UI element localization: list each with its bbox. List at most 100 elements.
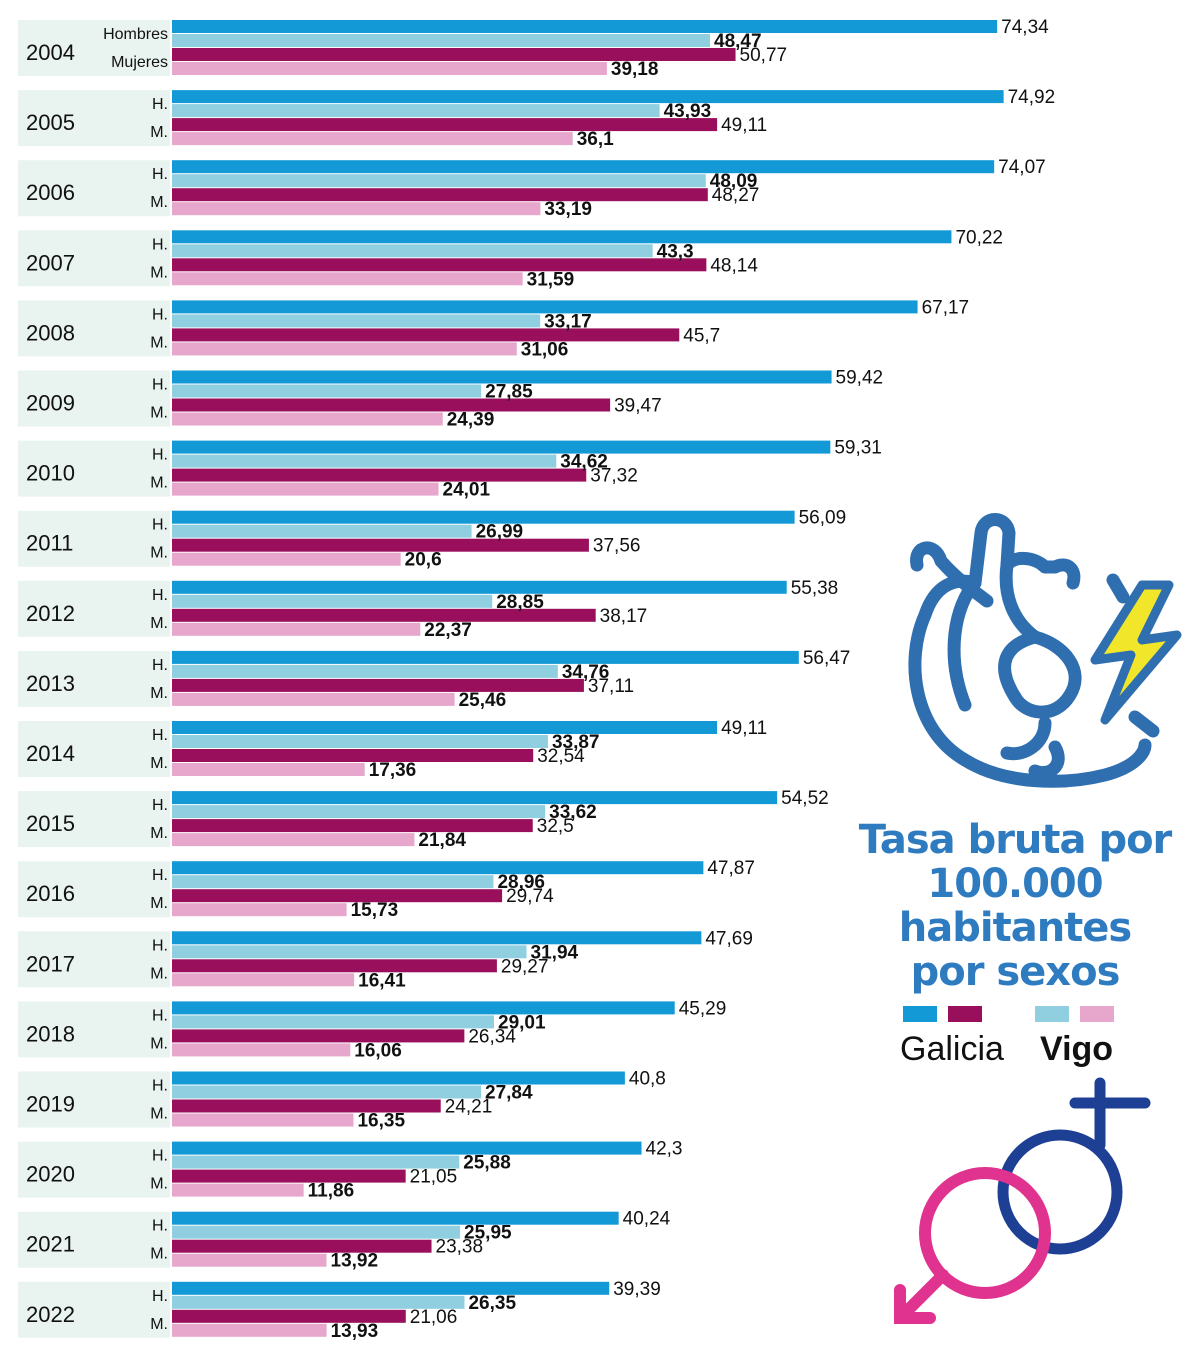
data-label: 20,6 xyxy=(405,550,442,571)
bar-vigo-hombres xyxy=(172,1085,482,1099)
year-label: 2007 xyxy=(26,250,75,275)
sex-label-hombres: H. xyxy=(152,1288,168,1305)
sex-label-mujeres: M. xyxy=(150,685,168,702)
bar-vigo-mujeres xyxy=(172,973,355,987)
sex-label-mujeres: M. xyxy=(150,194,168,211)
bar-vigo-mujeres xyxy=(172,132,573,146)
data-label: 24,39 xyxy=(447,410,495,431)
data-label: 32,54 xyxy=(537,746,585,767)
data-label: 34,62 xyxy=(560,452,608,473)
data-label: 23,38 xyxy=(436,1237,484,1258)
bar-galicia-hombres xyxy=(172,90,1004,104)
bar-vigo-hombres xyxy=(172,174,706,188)
swatch-vigo-hombres xyxy=(1035,1006,1069,1022)
bar-vigo-mujeres xyxy=(172,202,541,216)
data-label: 42,3 xyxy=(646,1139,683,1160)
title-line: Tasa bruta por xyxy=(858,817,1173,863)
sex-label-mujeres: Mujeres xyxy=(111,54,168,71)
bar-galicia-hombres xyxy=(172,510,795,524)
title-line: habitantes xyxy=(898,905,1132,951)
data-label: 59,31 xyxy=(834,438,882,459)
bar-vigo-mujeres xyxy=(172,833,415,847)
year-band xyxy=(18,931,170,988)
year-label: 2010 xyxy=(26,461,75,486)
sex-label-mujeres: M. xyxy=(150,1176,168,1193)
year-band xyxy=(18,230,170,287)
year-band xyxy=(18,861,170,918)
data-label: 28,85 xyxy=(496,592,544,613)
bar-vigo-mujeres xyxy=(172,1323,327,1337)
sex-label-hombres: H. xyxy=(152,236,168,253)
bar-galicia-hombres xyxy=(172,791,778,805)
male-symbol-icon xyxy=(997,1077,1151,1255)
sex-label-mujeres: M. xyxy=(150,895,168,912)
bar-galicia-hombres xyxy=(172,1071,625,1085)
sex-label-hombres: H. xyxy=(152,797,168,814)
data-label: 48,14 xyxy=(710,255,758,276)
sex-label-hombres: Hombres xyxy=(103,26,168,43)
data-label: 48,09 xyxy=(710,171,758,192)
bar-galicia-mujeres xyxy=(172,1169,406,1183)
title-line: 100.000 xyxy=(927,861,1103,907)
data-label: 17,36 xyxy=(369,760,417,781)
year-band xyxy=(18,300,170,357)
bar-galicia-mujeres xyxy=(172,1239,432,1253)
data-label: 33,87 xyxy=(552,732,600,753)
bar-vigo-hombres xyxy=(172,594,493,608)
bar-galicia-mujeres xyxy=(172,258,707,272)
bar-galicia-hombres xyxy=(172,721,718,734)
year-band xyxy=(18,370,170,427)
bar-vigo-hombres xyxy=(172,1225,461,1239)
year-label: 2005 xyxy=(26,110,75,135)
data-label: 31,94 xyxy=(531,942,579,963)
bar-galicia-hombres xyxy=(172,1001,675,1015)
sex-label-mujeres: M. xyxy=(150,1316,168,1333)
data-label: 74,34 xyxy=(1001,17,1049,38)
bar-galicia-mujeres xyxy=(172,48,736,61)
year-bands: 2004 Hombres Mujeres 2005 H. M. 2006 H. M. 2007 H.… xyxy=(18,20,170,1338)
bar-galicia-hombres xyxy=(172,861,704,875)
sex-label-mujeres: M. xyxy=(150,334,168,351)
female-symbol-icon xyxy=(894,1167,1051,1324)
bar-vigo-mujeres xyxy=(172,482,439,496)
bar-vigo-hombres xyxy=(172,244,653,258)
sex-label-hombres: H. xyxy=(152,447,168,464)
year-label: 2008 xyxy=(26,320,75,345)
bar-galicia-mujeres xyxy=(172,188,708,202)
data-label: 27,84 xyxy=(485,1083,533,1104)
data-label: 16,41 xyxy=(358,970,406,991)
sex-label-hombres: H. xyxy=(152,657,168,674)
data-label: 16,35 xyxy=(357,1111,405,1132)
bar-galicia-hombres xyxy=(172,580,787,594)
year-label: 2011 xyxy=(26,531,73,556)
year-band xyxy=(18,1141,170,1198)
year-label: 2004 xyxy=(26,40,75,65)
data-label: 37,32 xyxy=(590,466,638,487)
data-label: 48,47 xyxy=(714,31,762,52)
year-label: 2006 xyxy=(26,180,75,205)
bar-galicia-hombres xyxy=(172,440,831,454)
bar-vigo-hombres xyxy=(172,1295,465,1309)
bar-vigo-mujeres xyxy=(172,622,421,636)
gender-symbols-icon xyxy=(885,1075,1165,1340)
data-label: 29,01 xyxy=(498,1012,546,1033)
sex-label-mujeres: M. xyxy=(150,1106,168,1123)
bar-galicia-mujeres xyxy=(172,959,497,973)
data-label: 74,92 xyxy=(1008,87,1056,108)
legend-label-vigo: Vigo xyxy=(1040,1030,1114,1068)
year-band xyxy=(18,650,170,707)
swatch-galicia-mujeres xyxy=(948,1006,982,1022)
data-label: 45,7 xyxy=(683,325,720,346)
title-line: por sexos xyxy=(910,949,1121,995)
data-label: 32,5 xyxy=(537,816,574,837)
data-label: 29,27 xyxy=(501,956,549,977)
year-band xyxy=(18,791,170,848)
year-band xyxy=(18,721,170,777)
sex-label-hombres: H. xyxy=(152,1218,168,1235)
sex-label-mujeres: M. xyxy=(150,755,168,772)
data-label: 26,99 xyxy=(476,522,524,543)
year-label: 2018 xyxy=(26,1021,75,1046)
data-label: 39,47 xyxy=(614,396,662,417)
year-band xyxy=(18,20,170,76)
